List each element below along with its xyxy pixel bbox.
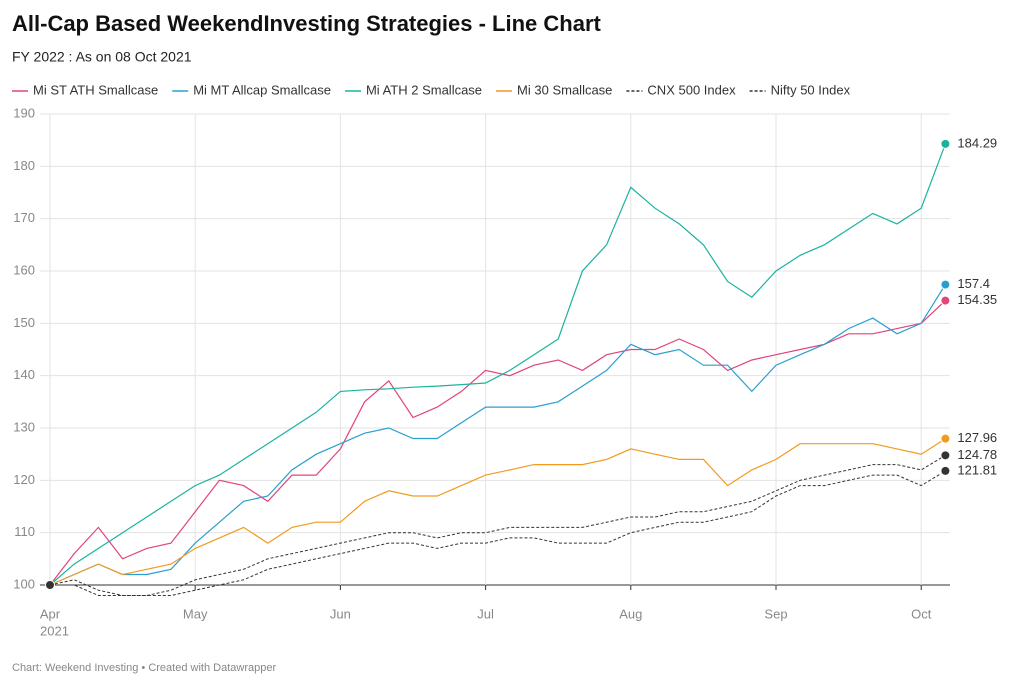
- end-dot: [940, 433, 951, 444]
- legend-label: Mi ST ATH Smallcase: [33, 82, 158, 97]
- start-dot: [45, 580, 55, 590]
- y-tick-label: 120: [13, 472, 35, 487]
- x-tick-label: Jul: [477, 606, 494, 621]
- x-tick-label: Oct: [911, 606, 932, 621]
- legend-label: Mi MT Allcap Smallcase: [193, 82, 331, 97]
- footer: Chart: Weekend Investing • Created with …: [12, 662, 276, 674]
- y-tick-label: 130: [13, 419, 35, 434]
- end-label: 127.96: [957, 430, 997, 445]
- x-tick-label: Sep: [764, 606, 787, 621]
- series-line: [50, 470, 946, 596]
- series-line: [49, 300, 946, 586]
- end-label: 124.78: [957, 447, 997, 462]
- y-tick-label: 170: [13, 210, 35, 225]
- y-tick-label: 160: [13, 262, 35, 277]
- y-tick-label: 180: [13, 158, 35, 173]
- y-tick-label: 140: [13, 367, 35, 382]
- end-label: 121.81: [957, 462, 997, 477]
- y-tick-label: 100: [13, 576, 35, 591]
- chart-title: All-Cap Based WeekendInvesting Strategie…: [12, 11, 602, 36]
- end-label: 157.4: [957, 276, 990, 291]
- legend-label: Mi 30 Smallcase: [517, 82, 612, 97]
- end-label: 154.35: [957, 292, 997, 307]
- end-dot: [940, 450, 951, 461]
- legend-label: Mi ATH 2 Smallcase: [366, 82, 482, 97]
- x-tick-label: May: [183, 606, 208, 621]
- x-tick-label: Jun: [330, 606, 351, 621]
- end-dot: [940, 138, 951, 149]
- chart-subtitle: FY 2022 : As on 08 Oct 2021: [12, 49, 192, 65]
- y-tick-label: 150: [13, 315, 35, 330]
- series-line: [49, 454, 946, 596]
- end-label: 184.29: [957, 135, 997, 150]
- series-line: [49, 143, 946, 586]
- end-dot: [940, 279, 951, 290]
- series-line: [49, 438, 946, 586]
- x-year-label: 2021: [40, 623, 69, 638]
- legend-label: Nifty 50 Index: [771, 82, 851, 97]
- legend-label: CNX 500 Index: [647, 82, 736, 97]
- end-dot: [940, 295, 951, 306]
- x-tick-label: Apr: [40, 606, 61, 621]
- y-tick-label: 190: [13, 105, 35, 120]
- x-tick-label: Aug: [619, 606, 642, 621]
- series-line: [49, 284, 946, 586]
- y-tick-label: 110: [14, 524, 35, 539]
- end-dot: [940, 465, 951, 476]
